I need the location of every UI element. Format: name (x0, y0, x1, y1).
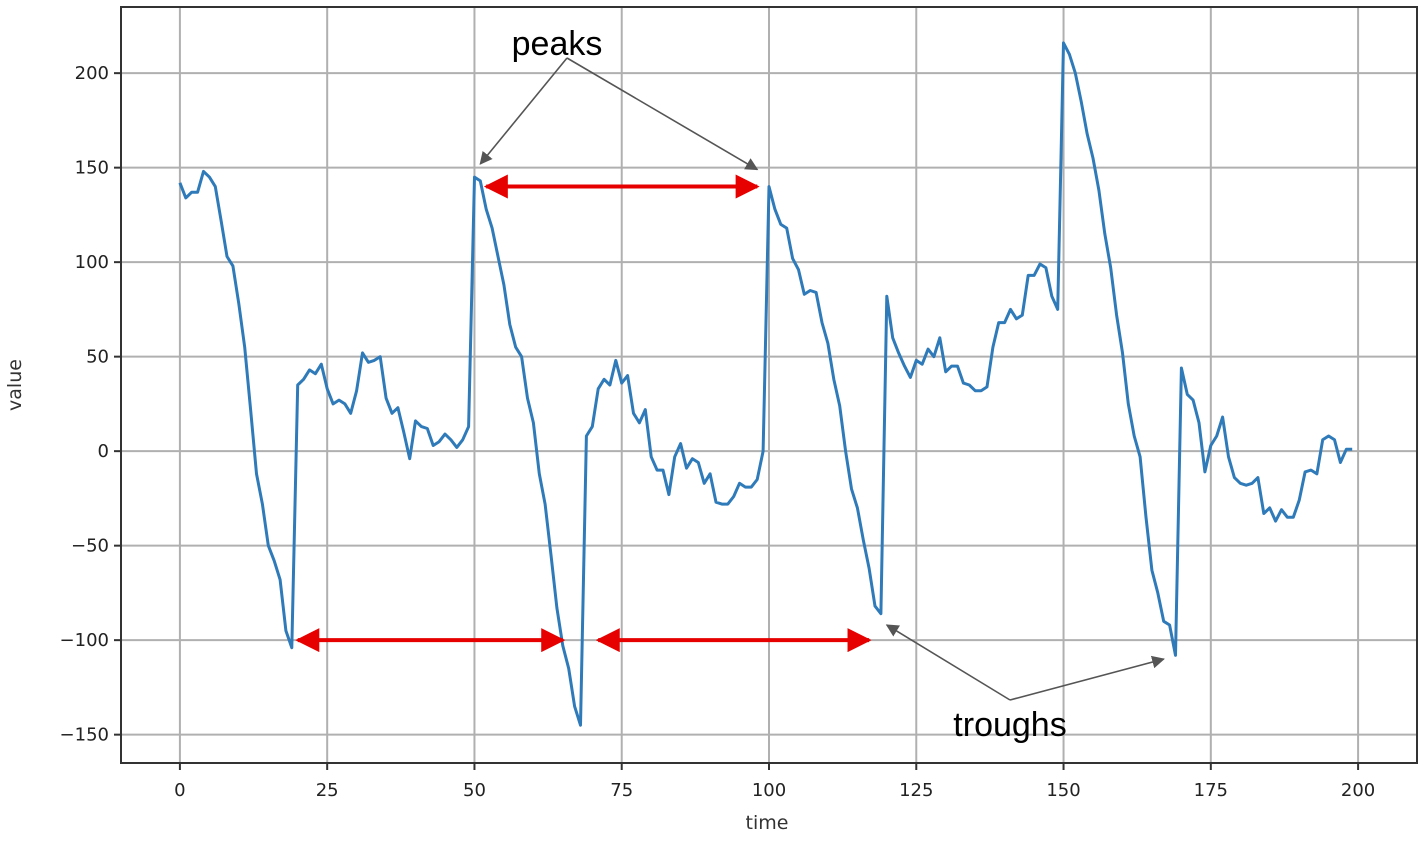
y-tick-label: 0 (98, 441, 109, 462)
series-layer (178, 41, 1353, 727)
annotation-arrow (566, 57, 759, 171)
x-axis-label: time (746, 812, 789, 834)
span-arrows (295, 174, 872, 653)
y-tick-label: 100 (75, 252, 109, 273)
annotation-arrow (885, 624, 1011, 701)
x-tick-label: 125 (899, 780, 933, 801)
x-tick-label: 150 (1046, 780, 1080, 801)
x-tick-label: 25 (316, 780, 339, 801)
x-tick-label: 0 (174, 780, 185, 801)
annotation-label: troughs (953, 706, 1066, 744)
x-tick-label: 75 (610, 780, 633, 801)
y-axis-ticks: −150 −100 −50 0 50 100 150 200 (60, 63, 121, 746)
annotation-arrow (479, 57, 568, 165)
x-axis-ticks: 0 25 50 75 100 125 150 175 200 (174, 763, 1375, 801)
y-tick-label: 150 (75, 158, 109, 179)
annotations: peaks troughs (479, 25, 1165, 744)
y-axis-label: value (4, 359, 26, 411)
x-tick-label: 100 (752, 780, 786, 801)
y-tick-label: −50 (71, 536, 109, 557)
annotation-label: peaks (512, 25, 603, 63)
y-tick-label: 200 (75, 63, 109, 84)
y-tick-label: −150 (60, 725, 109, 746)
series-line (178, 41, 1353, 727)
x-tick-label: 175 (1194, 780, 1228, 801)
y-tick-label: 50 (86, 347, 109, 368)
x-tick-label: 200 (1341, 780, 1375, 801)
x-tick-label: 50 (463, 780, 486, 801)
grid (121, 7, 1417, 763)
annotation-arrow (1009, 655, 1165, 701)
y-tick-label: −100 (60, 630, 109, 651)
